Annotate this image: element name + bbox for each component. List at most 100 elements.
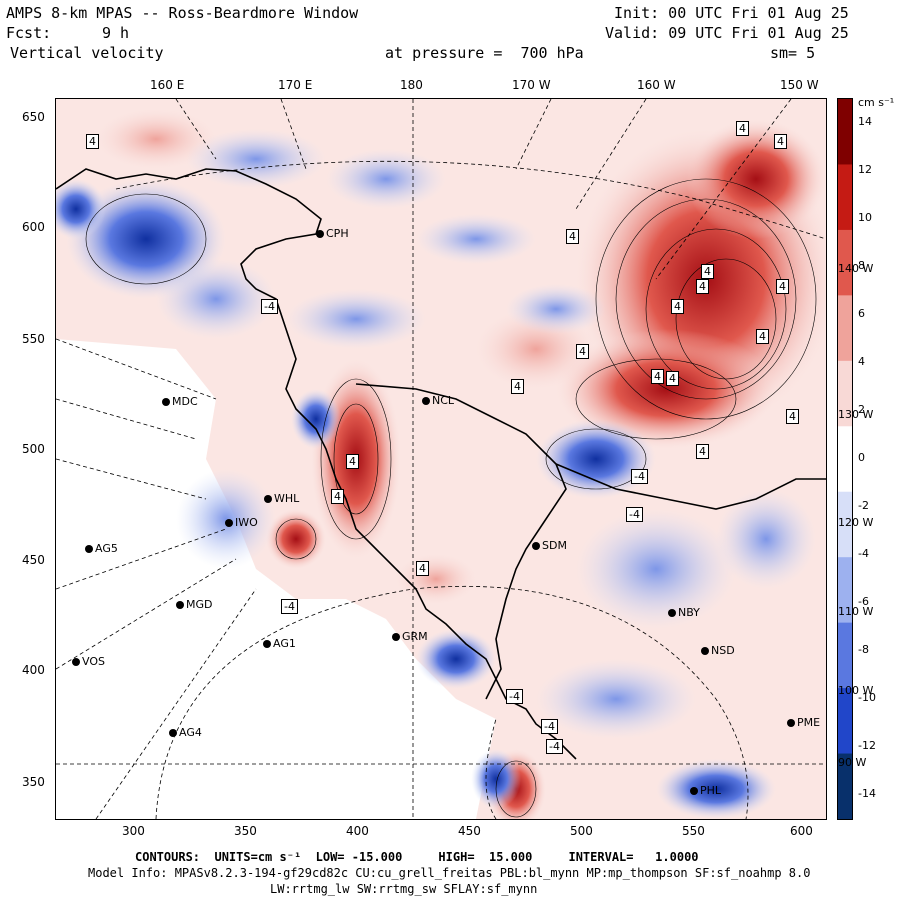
descent-region xyxy=(56,179,106,239)
descent-region xyxy=(576,509,736,629)
contour-info: CONTOURS: UNITS=cm s⁻¹ LOW= -15.000 HIGH… xyxy=(135,850,699,864)
forecast-hour: 9 h xyxy=(102,24,130,42)
station-label: MGD xyxy=(186,598,213,611)
colorbar-tick-label: -4 xyxy=(858,547,869,560)
map-panel[interactable]: MDC NCL WHL IWO AG5 SDM MGD NBY AG1 GRM NSD VOS AG4 P… xyxy=(55,98,827,820)
model-info-physics: LW:rrtmg_lw SW:rrtmg_sw SFLAY:sf_mynn xyxy=(270,882,538,896)
colorbar-tick-label: 10 xyxy=(858,211,872,224)
colorbar-tick-label: -12 xyxy=(858,739,876,752)
colorbar-tick-label: 0 xyxy=(858,451,865,464)
ascent-region xyxy=(266,509,326,569)
colorbar-tick-label: 8 xyxy=(858,259,865,272)
longitude-label-right: 100 W xyxy=(838,684,874,697)
forecast-label: Fcst: xyxy=(6,24,52,42)
x-tick-label: 600 xyxy=(790,824,813,838)
contour-value-label: 4 xyxy=(776,279,789,294)
descent-region xyxy=(291,389,341,449)
contour-value-label: -4 xyxy=(281,599,298,614)
y-tick-label: 550 xyxy=(22,332,45,346)
station-marker xyxy=(169,729,177,737)
longitude-label: 170 E xyxy=(278,78,313,92)
station-label: NBY xyxy=(678,606,700,619)
contour-value-label: -4 xyxy=(506,689,523,704)
x-tick-label: 400 xyxy=(346,824,369,838)
descent-region xyxy=(186,129,326,189)
station-marker xyxy=(225,519,233,527)
coastline-east xyxy=(555,463,826,510)
contour-value-label: 4 xyxy=(756,329,769,344)
colorbar-tick-label: 14 xyxy=(858,115,872,128)
map-title: AMPS 8-km MPAS -- Ross-Beardmore Window xyxy=(6,4,359,22)
station-label: PME xyxy=(797,716,821,729)
descent-region xyxy=(286,289,426,349)
station-label: MDC xyxy=(172,395,198,408)
init-time: Init: 00 UTC Fri 01 Aug 25 xyxy=(614,4,849,22)
colorbar-tick-label: 6 xyxy=(858,307,865,320)
contour-value-label: 4 xyxy=(331,489,344,504)
descent-region xyxy=(506,284,606,334)
colorbar-swatch xyxy=(838,229,852,296)
descent-region xyxy=(156,259,276,339)
contour-value-label: 4 xyxy=(671,299,684,314)
colorbar-swatch xyxy=(838,360,852,427)
contour-value-label: 4 xyxy=(511,379,524,394)
contour-value-label: -4 xyxy=(546,739,563,754)
station-label: NSD xyxy=(711,644,735,657)
colorbar-swatch xyxy=(838,688,852,755)
contour-lines xyxy=(85,178,817,818)
descent-region xyxy=(536,659,696,739)
y-tick-label: 350 xyxy=(22,775,45,789)
longitude-label-right: 110 W xyxy=(838,605,874,618)
descent-region xyxy=(471,749,521,809)
station-marker xyxy=(176,601,184,609)
contour-value-label: -4 xyxy=(626,507,643,522)
descent-region xyxy=(416,629,496,689)
station-label: AG4 xyxy=(179,726,202,739)
contour-value-label: 4 xyxy=(86,134,99,149)
contour-value-label: 4 xyxy=(576,344,589,359)
station-marker xyxy=(787,719,795,727)
station-marker xyxy=(316,230,324,238)
longitude-label: 170 W xyxy=(512,78,551,92)
contour-value-label: -4 xyxy=(631,469,648,484)
colorbar-tick-label: 4 xyxy=(858,355,865,368)
contour-value-label: 4 xyxy=(416,561,429,576)
station-label: IWO xyxy=(235,516,258,529)
colorbar-units: cm s⁻¹ xyxy=(858,96,895,109)
colorbar-tick-label: -10 xyxy=(858,691,876,704)
colorbar-swatch xyxy=(838,164,852,231)
colorbar-swatch xyxy=(838,622,852,689)
colorbar-tick-label: 2 xyxy=(858,403,865,416)
station-label: AG1 xyxy=(273,637,296,650)
longitude-label: 160 W xyxy=(637,78,676,92)
station-label: PHL xyxy=(700,784,722,797)
model-info: Model Info: MPASv8.2.3-194-gf29cd82c CU:… xyxy=(88,866,811,880)
x-tick-label: 550 xyxy=(682,824,705,838)
y-tick-label: 500 xyxy=(22,442,45,456)
longitude-label-right: 140 W xyxy=(838,262,874,275)
colorbar-tick-label: -8 xyxy=(858,643,869,656)
contour-value-label: 4 xyxy=(651,369,664,384)
longitude-label-right: 130 W xyxy=(838,408,874,421)
station-label: WHL xyxy=(274,492,300,505)
station-marker xyxy=(72,658,80,666)
colorbar-swatch xyxy=(838,99,852,165)
contour-value-label: 4 xyxy=(701,264,714,279)
x-tick-label: 450 xyxy=(458,824,481,838)
ice-shelf-edge xyxy=(355,383,567,700)
x-tick-label: 350 xyxy=(234,824,257,838)
plateau-area xyxy=(56,339,496,819)
station-label: SDM xyxy=(542,539,567,552)
coastline xyxy=(56,168,577,760)
y-tick-label: 450 xyxy=(22,553,45,567)
y-tick-label: 400 xyxy=(22,663,45,677)
descent-region xyxy=(716,489,816,589)
colorbar-tick-label: -6 xyxy=(858,595,869,608)
longitude-label-right: 120 W xyxy=(838,516,874,529)
contour-value-label: 4 xyxy=(696,444,709,459)
station-label: AG5 xyxy=(95,542,118,555)
y-tick-label: 600 xyxy=(22,220,45,234)
ascent-region xyxy=(686,119,826,239)
longitude-label: 160 E xyxy=(150,78,185,92)
station-marker xyxy=(392,633,400,641)
